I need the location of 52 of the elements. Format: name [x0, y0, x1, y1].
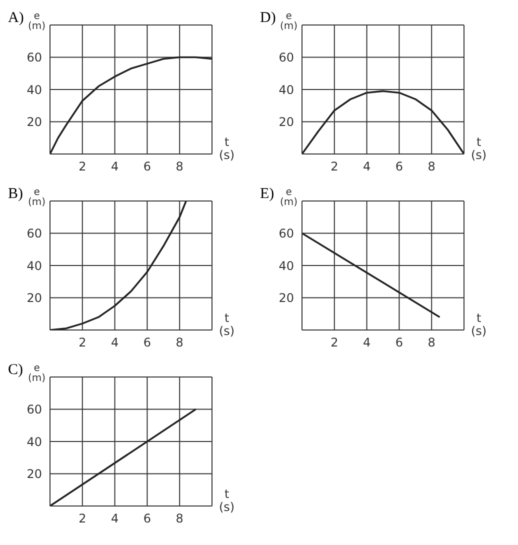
y-tick-label: 20: [26, 467, 42, 482]
y-tick-label: 60: [26, 50, 42, 65]
y-tick-label: 60: [26, 226, 42, 241]
y-tick-label: 60: [278, 226, 294, 241]
y-tick-label: 40: [278, 258, 294, 273]
x-tick-label: 6: [143, 512, 152, 526]
x-tick-label: 8: [176, 512, 184, 526]
y-tick-label: 20: [278, 291, 294, 306]
y-tick-label: 40: [26, 434, 42, 449]
x-tick-label: 4: [110, 336, 119, 350]
y-tick-label: 20: [26, 291, 42, 306]
y-tick-label: 40: [278, 82, 294, 97]
x-tick-label: 4: [362, 160, 371, 174]
x-tick-label: 6: [395, 336, 404, 350]
y-axis-title: e (m): [28, 11, 46, 32]
chart-title: D): [260, 10, 276, 27]
x-tick-label: 2: [78, 160, 86, 174]
x-tick-label: 2: [78, 336, 86, 350]
x-tick-label: 2: [78, 512, 86, 526]
x-tick-label: 8: [428, 160, 436, 174]
x-tick-label: 8: [176, 336, 184, 350]
y-tick-label: 20: [26, 115, 42, 130]
y-tick-label: 60: [26, 402, 42, 417]
chart-title: E): [260, 186, 274, 203]
x-tick-label: 6: [395, 160, 404, 174]
y-axis-title: e (m): [28, 363, 46, 384]
x-tick-label: 4: [110, 160, 119, 174]
y-tick-label: 40: [26, 258, 42, 273]
x-tick-label: 8: [176, 160, 184, 174]
x-tick-label: 6: [143, 160, 152, 174]
y-axis-title: e (m): [28, 187, 46, 208]
x-tick-label: 2: [330, 336, 338, 350]
x-tick-label: 6: [143, 336, 152, 350]
x-axis-title: t (s): [219, 311, 235, 338]
y-tick-label: 60: [278, 50, 294, 65]
x-tick-label: 8: [428, 336, 436, 350]
x-tick-label: 4: [362, 336, 371, 350]
x-axis-title: t (s): [219, 487, 235, 514]
chart-title: A): [8, 10, 24, 27]
x-tick-label: 2: [330, 160, 338, 174]
y-axis-title: e (m): [280, 187, 298, 208]
x-axis-title: t (s): [471, 311, 487, 338]
y-tick-label: 20: [278, 115, 294, 130]
line-series: [50, 56, 212, 154]
line-series: [50, 201, 187, 330]
chart-title: C): [8, 362, 23, 379]
x-tick-label: 4: [110, 512, 119, 526]
x-axis-title: t (s): [471, 135, 487, 162]
chart-title: B): [8, 186, 23, 203]
y-tick-label: 40: [26, 82, 42, 97]
x-axis-title: t (s): [219, 135, 235, 162]
y-axis-title: e (m): [280, 11, 298, 32]
